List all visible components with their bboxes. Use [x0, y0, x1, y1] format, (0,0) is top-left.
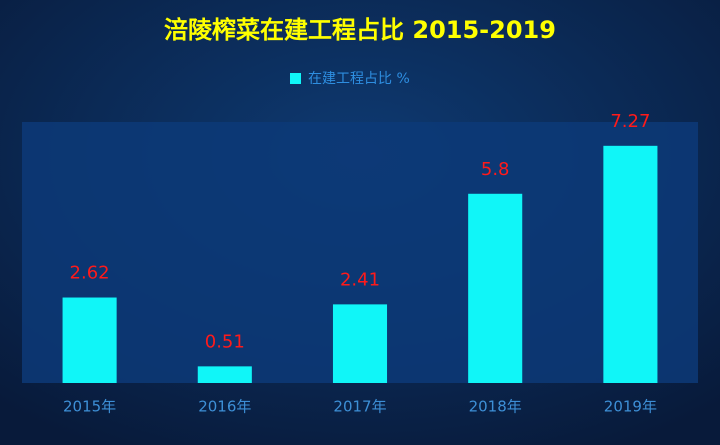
x-tick-label: 2019年: [604, 398, 657, 416]
bar: [332, 304, 388, 383]
legend-swatch: [290, 73, 301, 84]
chart-title: 涪陵榨菜在建工程占比 2015-2019: [164, 16, 556, 44]
value-label: 0.51: [205, 331, 245, 352]
value-label: 7.27: [610, 111, 650, 132]
x-tick-label: 2018年: [469, 398, 522, 416]
legend-label[interactable]: 在建工程占比 %: [308, 71, 410, 87]
value-label: 2.41: [340, 269, 380, 290]
bar: [197, 366, 252, 383]
bar: [62, 297, 117, 383]
x-tick-label: 2016年: [198, 398, 251, 416]
x-tick-label: 2015年: [63, 398, 116, 416]
bar: [468, 193, 523, 383]
x-tick-label: 2017年: [333, 398, 386, 416]
value-label: 5.8: [481, 159, 510, 180]
value-label: 2.62: [70, 263, 110, 284]
bar: [603, 145, 658, 383]
